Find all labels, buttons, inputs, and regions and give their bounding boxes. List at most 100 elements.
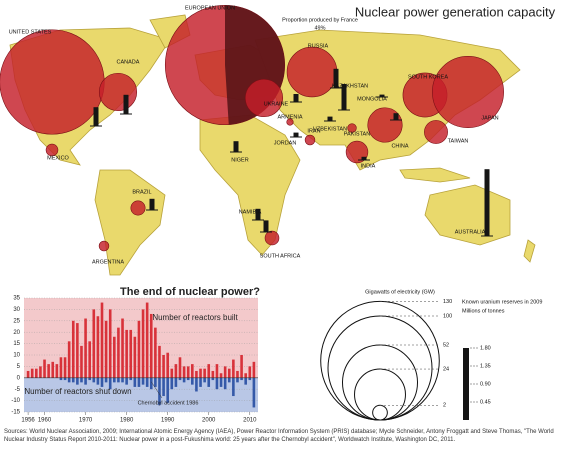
country-label: UZBEKISTAN xyxy=(313,126,347,132)
bar xyxy=(207,364,211,378)
bar xyxy=(129,329,133,378)
bar xyxy=(96,377,100,385)
bar xyxy=(166,377,169,403)
bar xyxy=(71,320,75,378)
capacity-circle xyxy=(244,78,284,118)
capacity-circle xyxy=(304,134,316,146)
bar xyxy=(104,377,108,383)
legend-tick-label: 0.45 xyxy=(480,399,491,405)
x-tick-label: 1980 xyxy=(120,418,134,424)
bar xyxy=(227,368,231,378)
capacity-legend-title: Gigawatts of electricity (GW) xyxy=(365,289,435,295)
capacity-circle xyxy=(286,118,294,126)
bar xyxy=(207,377,211,387)
bar xyxy=(76,377,79,385)
bar xyxy=(191,377,194,385)
capacity-circle xyxy=(130,200,146,216)
annotation-arrow xyxy=(151,381,163,399)
y-tick-label: 10 xyxy=(13,353,20,359)
bar xyxy=(186,377,190,381)
legend-circle xyxy=(372,404,388,421)
france-note: Proportion produced by France xyxy=(282,17,358,23)
legend-tick-label: 1.35 xyxy=(480,363,491,369)
australia xyxy=(424,184,511,246)
country-label: NAMIBIA xyxy=(239,209,262,215)
bar xyxy=(211,370,215,378)
x-tick-label: 2010 xyxy=(243,418,257,424)
legend-tick-label: 24 xyxy=(443,367,449,373)
bar xyxy=(191,364,194,378)
bar xyxy=(76,323,79,378)
reserve-bar xyxy=(263,220,269,232)
capacity-circle xyxy=(0,29,105,135)
country-label: RUSSIA xyxy=(308,43,329,49)
bar xyxy=(227,377,231,383)
capacity-circle xyxy=(286,46,338,98)
map-title: Nuclear power generation capacity xyxy=(355,4,556,19)
plot-negative-bg xyxy=(24,377,258,412)
bar xyxy=(121,318,124,378)
reserve-bar xyxy=(293,132,299,137)
bar xyxy=(67,341,71,378)
bar xyxy=(199,377,202,387)
south-america xyxy=(94,169,166,276)
bar xyxy=(63,357,67,378)
bar xyxy=(121,377,124,383)
country-label: SOUTH KOREA xyxy=(408,74,448,80)
bar xyxy=(195,370,198,378)
bar xyxy=(71,377,75,383)
bar xyxy=(162,355,165,378)
bar xyxy=(211,377,215,381)
chart-title: The end of nuclear power? xyxy=(120,286,260,298)
bar xyxy=(30,368,34,378)
x-tick-label: 1970 xyxy=(79,418,93,424)
bar xyxy=(182,366,186,378)
country-label: AUSTRALIA xyxy=(455,229,486,235)
country-label: ARGENTINA xyxy=(92,259,124,265)
bar xyxy=(170,368,174,378)
reserve-bar xyxy=(93,107,99,126)
capacity-circle xyxy=(264,230,280,246)
bar xyxy=(232,377,235,397)
bar xyxy=(80,377,83,383)
y-tick-label: 15 xyxy=(13,341,20,347)
series-label: Number of reactors built xyxy=(152,313,238,322)
country-label: KAZAKHSTAN xyxy=(332,83,368,89)
country-label: JORDAN xyxy=(274,140,297,146)
bar xyxy=(59,357,63,378)
country-label: CANADA xyxy=(117,59,140,65)
bar xyxy=(240,377,243,381)
country-label: BRAZIL xyxy=(132,189,151,195)
bar xyxy=(244,377,247,385)
capacity-circle xyxy=(424,120,448,144)
bar xyxy=(186,366,190,378)
reserve-bar xyxy=(327,116,333,121)
country-label: INDIA xyxy=(361,163,376,169)
bar xyxy=(59,377,63,381)
bar xyxy=(117,327,120,378)
reserve-bar xyxy=(233,141,239,152)
bar xyxy=(39,366,42,378)
capacity-circle xyxy=(367,107,403,143)
bar xyxy=(158,345,161,378)
capacity-circle xyxy=(45,143,59,157)
series-label: Number of reactors shut down xyxy=(24,387,131,396)
bar xyxy=(244,373,247,378)
reserve-bar xyxy=(123,94,129,114)
bar xyxy=(117,377,120,383)
legend-tick-label: 52 xyxy=(443,342,449,348)
country-label: UKRAINE xyxy=(264,101,289,107)
bar xyxy=(55,364,59,378)
reserve-bar xyxy=(293,94,299,102)
bar xyxy=(195,377,198,392)
reserve-bar xyxy=(361,156,367,160)
bar xyxy=(166,352,169,378)
bar xyxy=(88,377,91,381)
country-label: IRAN xyxy=(307,128,320,134)
bar xyxy=(178,357,182,378)
y-tick-label: 30 xyxy=(13,307,20,313)
x-tick-label: 1956 xyxy=(21,418,35,424)
bar xyxy=(108,309,112,378)
bar xyxy=(137,320,141,378)
